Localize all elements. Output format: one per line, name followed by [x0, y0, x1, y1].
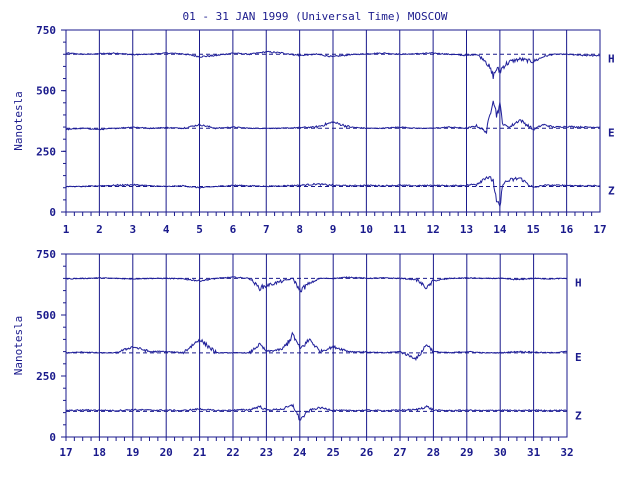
x-tick-label: 5	[196, 223, 203, 236]
x-tick-label: 17	[59, 446, 72, 459]
x-tick-label: 21	[193, 446, 207, 459]
x-tick-label: 20	[160, 446, 173, 459]
y-tick-label: 250	[36, 145, 56, 158]
x-tick-label: 28	[427, 446, 440, 459]
x-tick-label: 32	[560, 446, 573, 459]
y-tick-label: 750	[36, 24, 56, 37]
x-tick-label: 25	[327, 446, 340, 459]
x-tick-label: 17	[593, 223, 606, 236]
x-tick-label: 11	[393, 223, 407, 236]
x-tick-label: 27	[393, 446, 406, 459]
x-tick-label: 13	[460, 223, 473, 236]
series-line-h	[65, 276, 568, 293]
series-line-e	[65, 100, 600, 134]
series-label-h: H	[575, 276, 582, 289]
x-tick-label: 23	[260, 446, 273, 459]
x-tick-label: 4	[163, 223, 170, 236]
series-line-z	[65, 175, 601, 208]
y-tick-label: 750	[36, 248, 56, 261]
y-axis-label: Nanotesla	[12, 91, 25, 151]
series-label-h: H	[608, 52, 615, 65]
x-tick-label: 6	[230, 223, 237, 236]
series-label-z: Z	[575, 409, 582, 422]
series-line-e	[65, 331, 568, 362]
x-tick-label: 8	[296, 223, 303, 236]
series-label-z: Z	[608, 185, 615, 198]
x-tick-label: 15	[527, 223, 540, 236]
y-axis-label: Nanotesla	[12, 316, 25, 376]
y-tick-label: 250	[36, 370, 56, 383]
x-tick-label: 1	[63, 223, 70, 236]
x-tick-label: 3	[129, 223, 136, 236]
series-line-h	[65, 50, 601, 80]
y-tick-label: 500	[36, 309, 56, 322]
x-tick-label: 22	[226, 446, 239, 459]
x-tick-label: 24	[293, 446, 307, 459]
x-tick-label: 10	[360, 223, 373, 236]
x-tick-label: 12	[427, 223, 440, 236]
x-tick-label: 7	[263, 223, 270, 236]
x-tick-label: 30	[494, 446, 507, 459]
x-tick-label: 29	[460, 446, 473, 459]
chart-title: 01 - 31 JAN 1999 (Universal Time) MOSCOW	[183, 10, 448, 23]
x-tick-label: 31	[527, 446, 541, 459]
x-tick-label: 26	[360, 446, 374, 459]
y-tick-label: 500	[36, 85, 56, 98]
x-tick-label: 2	[96, 223, 103, 236]
series-line-z	[65, 403, 568, 421]
x-tick-label: 18	[93, 446, 106, 459]
x-tick-label: 19	[126, 446, 139, 459]
y-tick-label: 0	[49, 206, 56, 219]
x-tick-label: 14	[493, 223, 507, 236]
y-tick-label: 0	[49, 431, 56, 444]
series-label-e: E	[575, 351, 582, 364]
series-label-e: E	[608, 126, 615, 139]
x-tick-label: 16	[560, 223, 574, 236]
x-tick-label: 9	[330, 223, 337, 236]
